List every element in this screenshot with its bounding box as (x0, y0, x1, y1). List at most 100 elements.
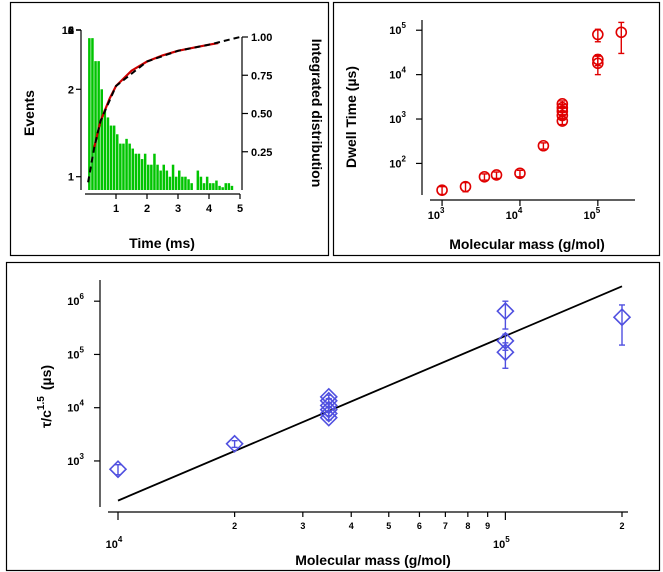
y-title-superscript: 1.5 (36, 396, 47, 410)
histogram-bar (134, 153, 138, 190)
histogram-bar (212, 183, 215, 190)
x-tick-label: 6 (417, 521, 422, 531)
x-tick-label: 4 (349, 521, 354, 531)
histogram-bar (100, 89, 103, 190)
panel-frame-bottom (5, 261, 661, 572)
y-tick-label: 102 (389, 154, 406, 170)
y-tick-label: 106 (67, 292, 84, 308)
histogram-bar (227, 183, 231, 190)
histogram-bar (119, 143, 122, 190)
histogram-bar (147, 164, 150, 190)
histogram-bar (159, 170, 162, 190)
y-tick-label: 2 (68, 25, 74, 37)
histogram-bar (230, 185, 234, 190)
histogram-bar (224, 183, 227, 190)
fit-line (117, 285, 623, 502)
y2-tick-label: 0.25 (251, 147, 272, 159)
histogram-bar (202, 183, 206, 190)
histogram-bar (190, 183, 193, 190)
panel-frame-top-right (332, 1, 661, 257)
data-point (496, 343, 515, 362)
histogram-bar (181, 176, 184, 190)
normalized-time-points (108, 300, 632, 479)
panel-frame-top-left (9, 1, 330, 257)
histogram-bar (103, 109, 107, 190)
x-tick-label: 8 (465, 521, 470, 531)
x-tick-label: 4 (206, 203, 213, 215)
histogram-bar (171, 164, 175, 190)
y-tick-label: 4 (68, 25, 75, 37)
data-point (319, 387, 338, 406)
x-tick-label: 2 (144, 203, 150, 215)
histogram-bar (122, 143, 125, 190)
histogram-bar (218, 185, 221, 190)
normalized-time-x-axis-title: Molecular mass (g/mol) (295, 552, 451, 568)
histogram-bar (187, 179, 190, 190)
histogram-bar (215, 180, 218, 190)
histogram-bar (168, 176, 172, 190)
data-point (496, 331, 515, 350)
data-point (592, 28, 604, 41)
histogram-bar (140, 159, 144, 190)
histogram-bar (131, 148, 134, 190)
histogram-bar (184, 176, 187, 190)
data-point (436, 184, 448, 196)
y-tick-label: 105 (67, 345, 84, 361)
histogram-bar (209, 183, 212, 190)
data-point (225, 434, 244, 453)
x-tick-label: 9 (485, 521, 490, 531)
histogram-bar (91, 38, 94, 190)
histogram-bar (178, 170, 181, 190)
histogram-bar (174, 176, 178, 190)
y-tick-label: 103 (389, 110, 406, 126)
histogram-bar (137, 153, 141, 190)
histogram-bar (196, 170, 200, 190)
fit-line-path (117, 285, 623, 502)
data-point (537, 139, 550, 152)
histogram-bar (199, 176, 203, 190)
histogram-bar (162, 164, 165, 190)
y-tick-label: 2 (68, 84, 74, 96)
x-tick-label: 103 (428, 206, 445, 222)
dwell-time-panel: 103 104 105 102 103 104 105 Molecular mass (g/… (343, 20, 635, 252)
histogram-bar (156, 164, 159, 190)
y-tick-label: 1 (68, 172, 74, 184)
y-tick-label: 10 (62, 25, 74, 37)
data-point (615, 26, 628, 39)
y2-tick-label: 1.00 (251, 32, 272, 44)
histogram-bar (143, 153, 147, 190)
x-tick-label: 5 (386, 521, 391, 531)
y-tick-label: 105 (389, 21, 406, 37)
normalized-time-y-axis-title: τ/c1.5 (µs) (36, 365, 54, 428)
dwell-time-y-axis-title: Dwell Time (µs) (343, 66, 359, 168)
x-tick-label: 2 (619, 521, 624, 531)
histogram-bar (88, 38, 91, 190)
dwell-time-axes: 103 104 105 102 103 104 105 (389, 20, 635, 222)
histogram-bars (88, 38, 234, 191)
x-tick-label: 104 (106, 535, 123, 551)
x-tick-label: 104 (506, 206, 523, 222)
x-tick-label: 2 (232, 521, 237, 531)
fit-curve (87, 36, 241, 183)
data-point (108, 460, 128, 479)
histogram-bar (106, 117, 110, 190)
cumulative-curves (87, 36, 241, 183)
x-tick-label: 3 (175, 203, 181, 215)
y-tick-label: 6 (68, 25, 74, 37)
histogram-bar (116, 134, 119, 190)
data-point (496, 302, 515, 321)
data-point (319, 404, 338, 423)
histogram-bar (221, 187, 224, 190)
y2-tick-label: 0.50 (251, 109, 272, 121)
histogram-bar (153, 153, 156, 190)
x-tick-label: 1 (113, 203, 119, 215)
histogram-y-axis-title: Events (21, 90, 37, 136)
x-tick-label: 3 (300, 521, 305, 531)
histogram-bar (165, 170, 169, 190)
data-point (459, 180, 472, 193)
histogram-bar (125, 138, 128, 190)
